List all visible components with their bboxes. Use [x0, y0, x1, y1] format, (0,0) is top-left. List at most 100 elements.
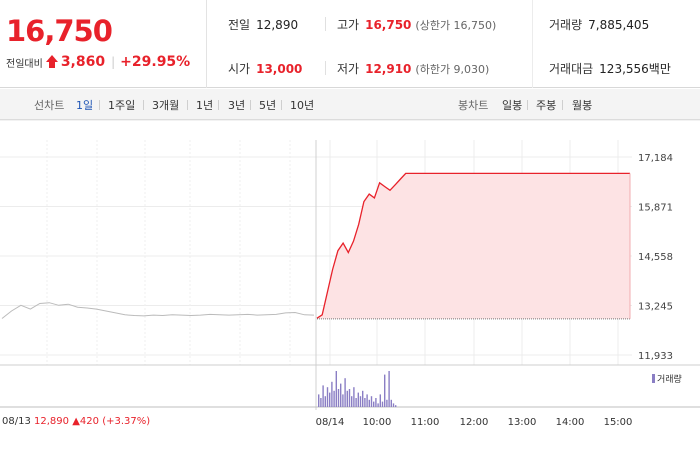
low-label: 저가 [337, 62, 360, 76]
volume-legend: 거래량 [652, 372, 682, 385]
open-stat: 시가 13,000 [228, 60, 302, 77]
tab-3month[interactable]: 3개월 [152, 99, 180, 112]
divider [325, 17, 326, 31]
tab-1week[interactable]: 1주일 [108, 99, 136, 112]
volume-bar [366, 394, 368, 407]
amount-value: 123,556 [599, 62, 649, 76]
high-stat: 고가 16,750 (상한가 16,750) [337, 16, 496, 33]
volume-bar [373, 401, 375, 407]
tab-3year[interactable]: 3년 [228, 99, 246, 112]
volume-bar [324, 396, 326, 407]
line-chart-label: 선차트 [34, 99, 65, 112]
price-summary: 16,750 전일대비 3,860 | +29.95% [0, 0, 207, 88]
current-price: 16,750 [6, 14, 113, 48]
x-tick-label: 12:00 [460, 417, 489, 428]
today-price-area [317, 173, 630, 319]
tab-divider [250, 100, 251, 110]
volume-bar [370, 396, 373, 407]
volume-bar [326, 387, 329, 407]
volume-bar [375, 398, 377, 407]
volume-bar [353, 387, 355, 407]
tab-1day[interactable]: 1일 [76, 99, 94, 112]
volume-bar [333, 390, 335, 407]
divider [325, 61, 326, 75]
volume-bar [381, 401, 384, 407]
stock-header: 16,750 전일대비 3,860 | +29.95% 전일 12,890 고가 1… [0, 0, 700, 88]
high-label: 고가 [337, 18, 360, 32]
y-tick-label: 11,933 [638, 351, 673, 362]
tab-5year[interactable]: 5년 [259, 99, 277, 112]
x-tick-label: 15:00 [604, 417, 633, 428]
volume-bar [379, 394, 381, 407]
change-label: 전일대비 [6, 58, 43, 70]
chart-canvas: 17,184 15,871 14,558 13,245 11,933 08/14 10:00… [0, 120, 700, 428]
base-day-summary: 08/13 12,890 ▲420 (+3.37%) [2, 416, 150, 427]
tab-divider [99, 100, 100, 110]
x-tick-label: 10:00 [363, 417, 392, 428]
today-price-line [316, 172, 630, 319]
change-value: 3,860 [60, 54, 106, 70]
x-tick-label: 08/14 [316, 417, 345, 428]
change-rate: +29.95% [120, 54, 191, 70]
volume-bar [359, 396, 362, 407]
prev-close-label: 전일 [228, 18, 251, 32]
y-tick-label: 13,245 [638, 302, 673, 313]
volume-bar [318, 394, 320, 407]
chart-tab-bar: 선차트 1일 1주일 3개월 1년 3년 5년 10년 봉차트 일봉 주봉 월봉 [0, 89, 700, 120]
upper-limit: (상한가 16,750) [415, 19, 497, 32]
change-row: 전일대비 3,860 | +29.95% [6, 54, 190, 70]
volume-bar [384, 374, 386, 407]
x-tick-label: 11:00 [411, 417, 440, 428]
tab-monthly-candle[interactable]: 월봉 [572, 99, 593, 112]
tab-1year[interactable]: 1년 [196, 99, 214, 112]
volume-bar [331, 381, 333, 407]
volume-value: 7,885,405 [588, 18, 650, 32]
low-value: 12,910 [365, 62, 412, 76]
volume-bar [346, 390, 348, 407]
y-tick-label: 15,871 [638, 203, 673, 214]
volume-bar [340, 383, 342, 407]
volume-bar [337, 389, 340, 407]
price-chart[interactable]: 17,184 15,871 14,558 13,245 11,933 08/14 10:00… [0, 120, 700, 450]
volume-bar [386, 399, 388, 407]
volume-stat: 거래량 7,885,405 [549, 16, 649, 33]
volume-bar [348, 389, 351, 407]
tab-divider [281, 100, 282, 110]
base-date: 08/13 [2, 416, 31, 427]
volume-bar [388, 371, 390, 407]
y-tick-label: 14,558 [638, 252, 673, 263]
base-change: 420 [79, 416, 99, 427]
change-separator: | [111, 55, 116, 69]
volume-bar [342, 394, 344, 407]
volume-bar [364, 398, 366, 407]
volume-bar [351, 396, 353, 407]
open-label: 시가 [228, 62, 251, 76]
header-divider [532, 0, 533, 88]
tab-divider [143, 100, 144, 110]
volume-bar [395, 405, 397, 407]
tab-divider [218, 100, 219, 110]
volume-bar [344, 378, 346, 407]
open-value: 13,000 [256, 62, 303, 76]
volume-bar [335, 371, 337, 407]
tab-weekly-candle[interactable]: 주봉 [536, 99, 557, 112]
base-arrow: ▲ [72, 416, 80, 427]
volume-bar [362, 390, 364, 407]
prev-close-value: 12,890 [256, 18, 299, 32]
volume-bar [329, 392, 331, 407]
prev-close-stat: 전일 12,890 [228, 16, 298, 33]
amount-unit: 백만 [648, 62, 671, 76]
tab-divider [187, 100, 188, 110]
x-tick-label: 14:00 [556, 417, 585, 428]
base-rate: (+3.37%) [102, 416, 151, 427]
x-tick-label: 13:00 [508, 417, 537, 428]
amount-stat: 거래대금 123,556백만 [549, 60, 671, 77]
low-stat: 저가 12,910 (하한가 9,030) [337, 60, 489, 77]
volume-bar [392, 403, 395, 407]
tab-10year[interactable]: 10년 [290, 99, 315, 112]
lower-limit: (하한가 9,030) [415, 63, 490, 76]
tab-daily-candle[interactable]: 일봉 [502, 99, 523, 112]
amount-label: 거래대금 [549, 62, 594, 76]
up-arrow-icon [45, 55, 59, 69]
volume-bar [322, 385, 324, 407]
